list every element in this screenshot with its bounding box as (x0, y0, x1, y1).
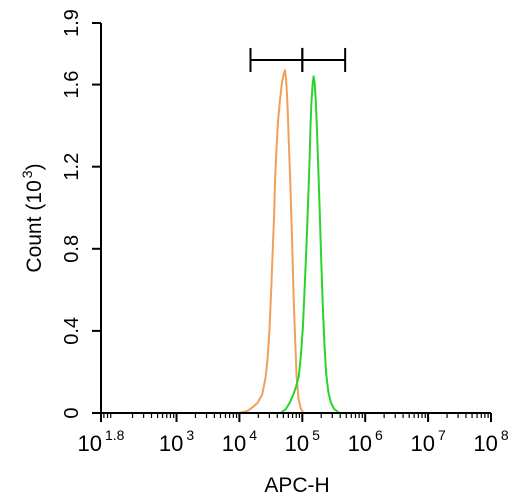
axis-layer (100, 23, 491, 414)
x-tick-label-exponent: 8 (501, 427, 509, 443)
y-axis-label-unit-base: 10 (23, 180, 46, 203)
x-tick-label-exponent: 3 (186, 427, 194, 443)
y-axis-label-unit-exp: 3 (19, 170, 35, 178)
x-tick-label-base: 10 (285, 431, 309, 456)
y-tick-label: 0.4 (61, 317, 83, 345)
x-tick-label-base: 10 (473, 431, 497, 456)
range-marker-1 (249, 47, 304, 72)
range-marker-2 (301, 47, 347, 72)
x-tick-label-exponent: 4 (249, 427, 257, 443)
x-tick-label: 10 6 (348, 427, 383, 456)
y-tick-layer: 0 0.4 0.8 1.2 1.6 1.9 (61, 9, 101, 419)
x-tick-label: 10 7 (410, 427, 445, 456)
x-tick-label-exponent: 7 (438, 427, 446, 443)
series-layer (239, 69, 341, 414)
x-tick-label: 10 1.8 (78, 427, 125, 456)
y-axis-label: Count(103) (19, 163, 46, 272)
x-tick-label-exponent: 1.8 (105, 427, 125, 443)
x-tick-label-base: 10 (222, 431, 246, 456)
x-tick-label-base: 10 (159, 431, 183, 456)
histogram-series-1 (239, 69, 305, 414)
histogram-series-2 (279, 75, 341, 414)
x-tick-label-base: 10 (78, 431, 102, 456)
y-tick-label: 1.9 (61, 9, 83, 37)
x-tick-layer: 10 1.8 10 3 10 4 10 5 10 6 10 7 10 8 (78, 413, 509, 456)
x-tick-label: 10 4 (222, 427, 257, 456)
x-axis-label: APC-H (264, 474, 329, 497)
x-tick-label-exponent: 5 (312, 427, 320, 443)
y-tick-label: 0.8 (61, 235, 83, 263)
x-tick-label: 10 8 (473, 427, 508, 456)
y-tick-label: 1.6 (61, 71, 83, 99)
range-marker-layer (249, 47, 347, 72)
y-tick-label: 0 (61, 407, 83, 418)
x-tick-label-base: 10 (348, 431, 372, 456)
x-tick-label: 10 5 (285, 427, 320, 456)
x-tick-label-base: 10 (410, 431, 434, 456)
x-tick-label-exponent: 6 (375, 427, 383, 443)
y-axis-label-text: Count (23, 216, 46, 272)
y-tick-label: 1.2 (61, 153, 83, 181)
x-tick-label: 10 3 (159, 427, 194, 456)
